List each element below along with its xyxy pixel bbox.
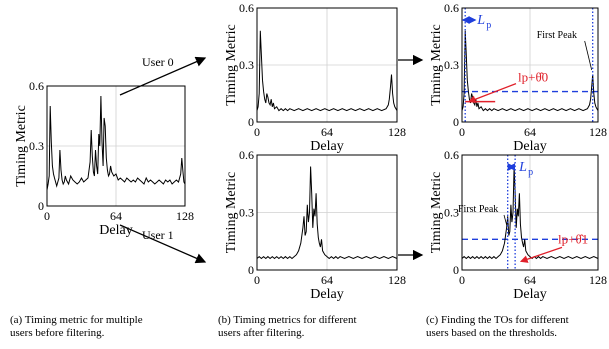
chart-c-user0: 0 64 128 0 0.3 0.6 Delay Timing Metric L p First P… [429,1,607,154]
y-tick-label: 0 [453,263,459,277]
y-tick-label: 0 [453,115,459,129]
series-line [461,166,599,260]
x-tick-label: 0 [254,125,260,139]
x-tick-label: 0 [44,209,50,223]
chart-a: 0 64 128 0 0.3 0.6 Delay Timing Metric [14,79,194,238]
x-tick-label: 64 [321,125,333,139]
arrow-to-user1 [119,224,207,264]
y-tick-label: 0.6 [239,1,254,15]
theta-arrow [519,246,563,263]
caption-a-line2: users before filtering. [10,327,105,339]
y-tick-label: 0.3 [239,58,254,72]
x-tick-label: 128 [388,273,406,287]
x-tick-label: 64 [321,273,333,287]
caption-b: (b) Timing metrics for different users a… [218,314,357,340]
x-axis-label: Delay [310,287,343,302]
flow-label-user1: User 1 [142,228,174,242]
flow-arrows: User 0 User 1 [119,54,424,264]
axes-frame [256,7,398,123]
series-line [46,95,186,191]
series-line [256,166,398,260]
y-axis-label: Timing Metric [14,105,29,187]
y-tick-label: 0 [248,263,254,277]
axes-frame [461,154,599,271]
x-tick-label: 64 [110,209,122,223]
series-line [256,30,398,112]
lp-subscript: p [486,20,491,31]
caption-b-line2: users after filtering. [218,327,305,339]
lp-subscript: p [528,167,533,178]
y-tick-label: 0.3 [444,58,459,72]
chart-b-user0: 0 64 128 0 0.3 0.6 Delay Timing Metric [224,1,406,154]
x-tick-label: 64 [524,125,536,139]
lp-label: L [476,13,485,28]
y-tick-label: 0.6 [444,148,459,162]
x-axis-label: Delay [513,139,546,154]
x-tick-label: 128 [589,273,607,287]
x-tick-label: 0 [459,273,465,287]
flow-label-user0: User 0 [142,55,174,69]
x-tick-label: 0 [254,273,260,287]
y-tick-label: 0 [38,199,44,213]
arrow-to-user0 [119,56,207,96]
first-peak-pointer [584,40,593,71]
chart-c-user1: 0 64 128 0 0.3 0.6 Delay Timing Metric L p First P… [429,148,607,302]
first-peak-pointer [503,214,508,226]
x-tick-label: 128 [176,209,194,223]
axes-frame [46,85,186,207]
first-peak-label: First Peak [537,30,577,41]
y-axis-label: Timing Metric [429,24,444,106]
theta-arrow [467,82,517,103]
x-axis-label: Delay [99,223,132,238]
y-tick-label: 0.6 [239,148,254,162]
caption-b-line1: (b) Timing metrics for different [218,314,357,326]
caption-c-line1: (c) Finding the TOs for different [426,314,569,326]
x-tick-label: 128 [388,125,406,139]
y-tick-label: 0.6 [444,1,459,15]
y-tick-label: 0 [248,115,254,129]
y-tick-label: 0.3 [29,139,44,153]
lp-label: L [518,160,527,175]
caption-a-line1: (a) Timing metric for multiple [10,314,143,326]
x-tick-label: 64 [524,273,536,287]
axes-frame [256,154,398,271]
theta-label: lp+θ̂1 [558,231,588,246]
first-peak-label: First Peak [458,204,498,215]
series-line [461,30,599,112]
x-axis-label: Delay [513,287,546,302]
x-tick-label: 128 [589,125,607,139]
x-tick-label: 0 [459,125,465,139]
y-tick-label: 0.3 [444,206,459,220]
chart-b-user1: 0 64 128 0 0.3 0.6 Delay Timing Metric [224,148,406,302]
caption-a: (a) Timing metric for multiple users bef… [10,314,143,340]
caption-c-line2: users based on the thresholds. [426,327,558,339]
y-axis-label: Timing Metric [224,172,239,254]
y-tick-label: 0.3 [239,206,254,220]
x-axis-label: Delay [310,139,343,154]
theta-label: lp+θ̂0 [518,70,548,85]
y-axis-label: Timing Metric [429,172,444,254]
axes-frame [461,7,599,123]
y-tick-label: 0.6 [29,79,44,93]
y-axis-label: Timing Metric [224,24,239,106]
caption-c: (c) Finding the TOs for different users … [426,314,569,340]
